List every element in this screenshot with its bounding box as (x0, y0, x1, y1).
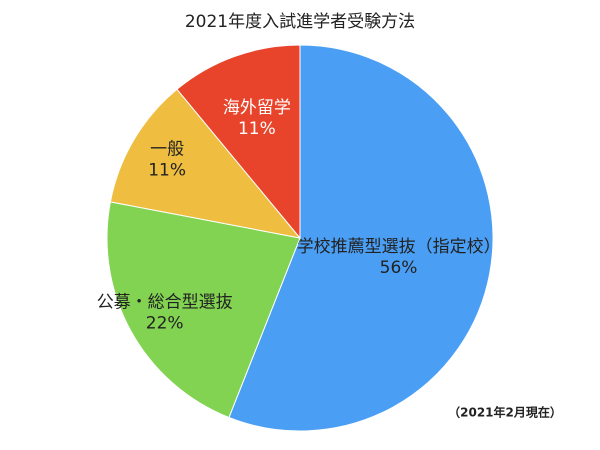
slice-label: 学校推薦型選抜（指定校） (297, 237, 501, 257)
pie-slice (228, 44, 494, 432)
slice-label: 一般 (150, 139, 184, 159)
pie-slice (109, 88, 302, 239)
annotation: （2021年2月現在） (448, 405, 562, 420)
chart-title: 2021年度入試進学者受験方法 (185, 12, 415, 32)
slice-label: 海外留学 (223, 98, 291, 118)
slice-label: 公募・総合型選抜 (97, 292, 233, 312)
pie-slice (106, 201, 301, 419)
value-label: 56% (380, 258, 418, 278)
pie-slice (176, 44, 301, 240)
value-label: 22% (146, 313, 184, 333)
value-label: 11% (148, 160, 186, 180)
value-label: 11% (238, 119, 276, 139)
